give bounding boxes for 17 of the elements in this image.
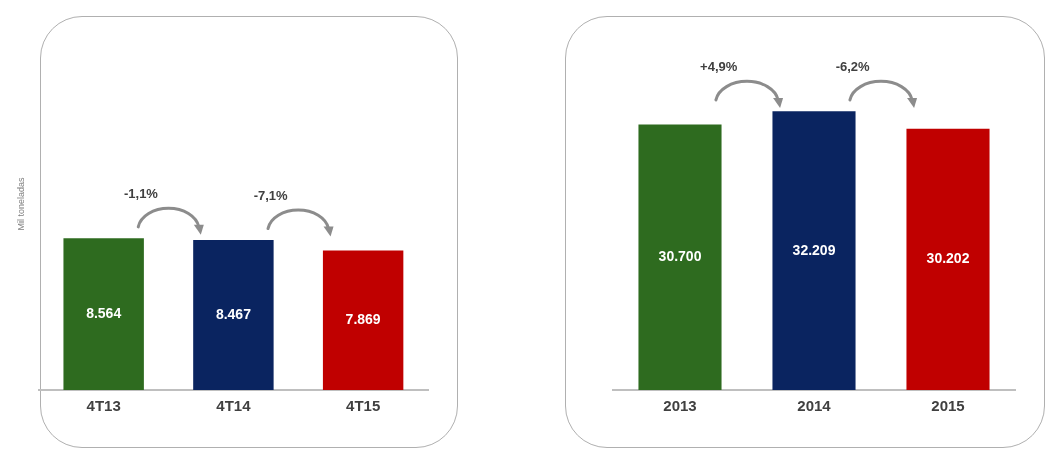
- annotation: -6,2%: [835, 58, 871, 74]
- x-tick-label: 4T15: [346, 397, 381, 415]
- data-label: 32.209: [792, 241, 836, 258]
- data-label: 8.467: [215, 305, 252, 322]
- y-axis-title: Mil toneladas: [15, 176, 26, 231]
- x-tick-label: 2014: [797, 397, 832, 415]
- data-label: 30.202: [926, 250, 970, 267]
- data-label: 8.564: [86, 305, 122, 322]
- data-label: 7.869: [345, 311, 381, 328]
- data-label: 30.700: [658, 248, 702, 265]
- annotation: -1,1%: [123, 185, 159, 201]
- annotation: +4,9%: [700, 58, 738, 74]
- x-tick-label: 2013: [663, 397, 697, 415]
- x-tick-label: 4T14: [216, 397, 252, 415]
- annotation: -7,1%: [253, 187, 289, 203]
- x-tick-label: 2015: [931, 397, 965, 415]
- x-tick-label: 4T13: [86, 397, 121, 415]
